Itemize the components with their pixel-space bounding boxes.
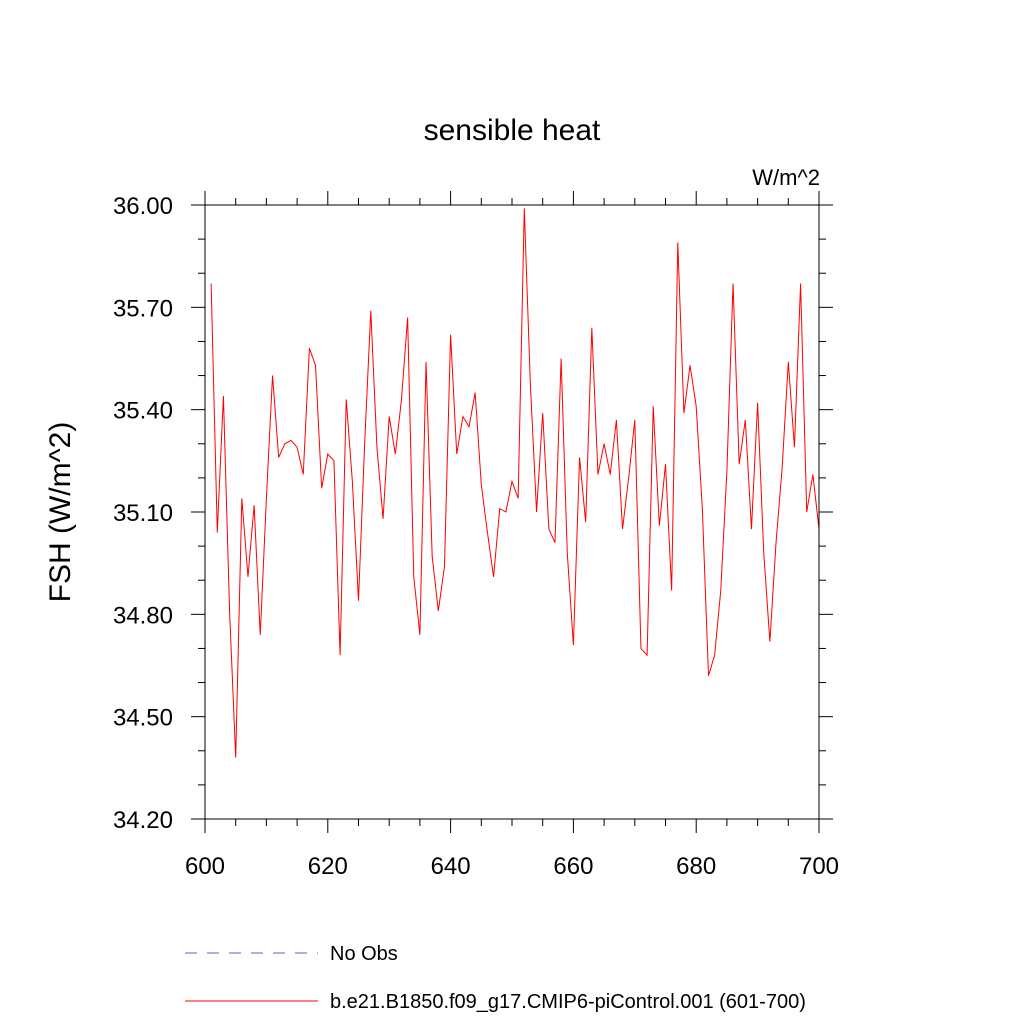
y-tick-label: 36.00 bbox=[113, 193, 173, 220]
units-label: W/m^2 bbox=[752, 165, 820, 190]
legend-no-obs-label: No Obs bbox=[330, 943, 398, 965]
series-layer bbox=[210, 208, 820, 758]
y-tick-label: 35.70 bbox=[113, 295, 173, 322]
y-tick-label: 34.50 bbox=[113, 705, 173, 732]
x-tick-label: 640 bbox=[431, 853, 471, 880]
x-tick-label: 700 bbox=[799, 853, 839, 880]
y-axis-label: FSH (W/m^2) bbox=[44, 422, 77, 603]
legend: No Obs b.e21.B1850.f09_g17.CMIP6-piContr… bbox=[185, 943, 806, 1013]
y-tick-label: 34.80 bbox=[113, 602, 173, 629]
x-tick-label: 600 bbox=[185, 853, 225, 880]
plot-frame bbox=[204, 204, 820, 820]
y-tick-label: 34.20 bbox=[113, 807, 173, 834]
series-line bbox=[210, 208, 820, 758]
x-tick-label: 660 bbox=[553, 853, 593, 880]
axis-tick-labels: 600 620 640 660 680 700 34.20 34.50 34.80 35.10 35… bbox=[113, 193, 839, 880]
y-tick-label: 35.40 bbox=[113, 398, 173, 425]
y-tick-label: 35.10 bbox=[113, 500, 173, 527]
x-tick-label: 680 bbox=[676, 853, 716, 880]
legend-model-label: b.e21.B1850.f09_g17.CMIP6-piControl.001 … bbox=[330, 991, 806, 1013]
chart-title: sensible heat bbox=[424, 114, 601, 147]
axis-ticks bbox=[191, 191, 833, 833]
x-tick-label: 620 bbox=[308, 853, 348, 880]
